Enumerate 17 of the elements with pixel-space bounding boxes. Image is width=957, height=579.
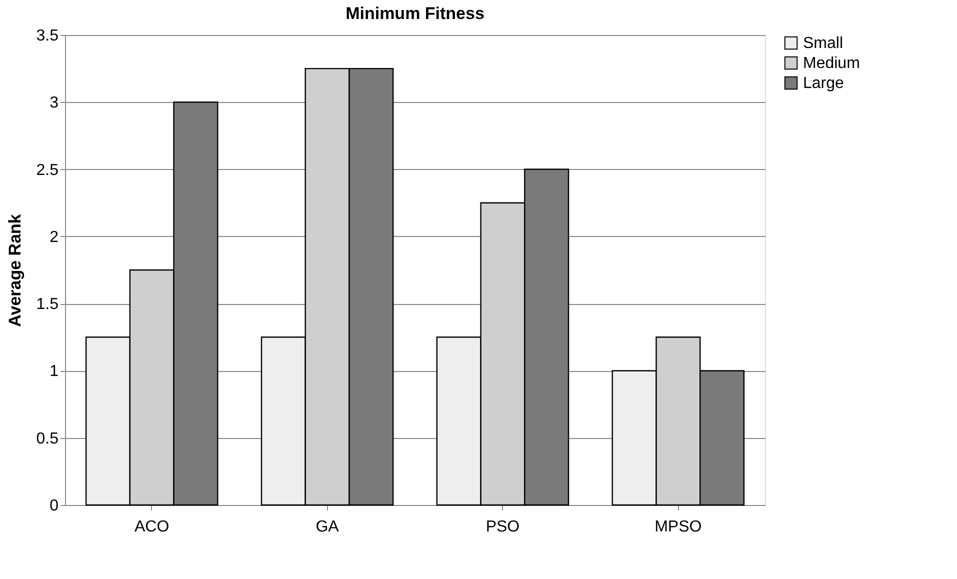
x-tick-label: PSO: [486, 518, 520, 536]
y-tick-label: 3.5: [36, 28, 59, 44]
y-tick-label: 1: [50, 363, 59, 380]
x-tick-label: ACO: [134, 518, 170, 536]
legend-label: Medium: [803, 55, 860, 72]
y-tick-label: 2.5: [36, 162, 59, 179]
y-tick-label: 1.5: [36, 296, 59, 314]
x-tick-label: GA: [316, 518, 340, 536]
y-tick-label: 3: [50, 94, 59, 112]
legend-label: Small: [803, 35, 844, 52]
y-axis-title: Average Rank: [5, 214, 24, 327]
y-tick-label: 2: [50, 228, 59, 246]
legend-label: Large: [803, 75, 844, 92]
chart-title: Minimum Fitness: [346, 4, 484, 23]
y-tick-label: 0: [50, 498, 59, 514]
y-tick-label: 0.5: [36, 430, 59, 448]
x-tick-label: MPSO: [654, 518, 702, 536]
